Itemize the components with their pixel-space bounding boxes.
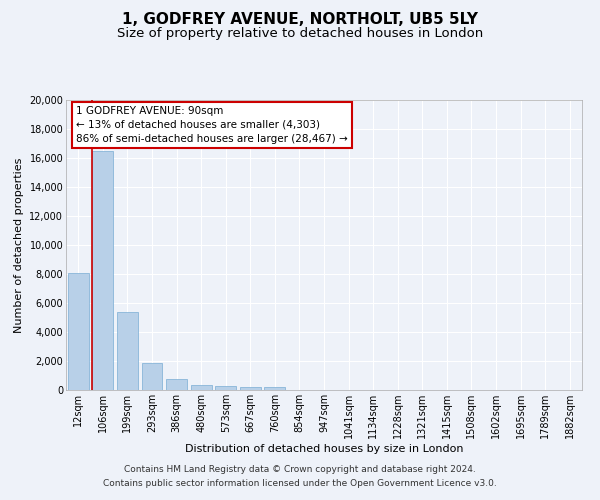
Bar bbox=[265, 387, 286, 390]
X-axis label: Distribution of detached houses by size in London: Distribution of detached houses by size … bbox=[185, 444, 463, 454]
Bar bbox=[92, 151, 113, 390]
Bar bbox=[240, 387, 261, 390]
Text: 1, GODFREY AVENUE, NORTHOLT, UB5 5LY: 1, GODFREY AVENUE, NORTHOLT, UB5 5LY bbox=[122, 12, 478, 28]
Bar bbox=[191, 385, 212, 390]
Bar bbox=[117, 312, 138, 390]
Bar bbox=[142, 363, 163, 390]
Y-axis label: Number of detached properties: Number of detached properties bbox=[14, 158, 24, 332]
Text: 1 GODFREY AVENUE: 90sqm
← 13% of detached houses are smaller (4,303)
86% of semi: 1 GODFREY AVENUE: 90sqm ← 13% of detache… bbox=[76, 106, 348, 144]
Text: Contains HM Land Registry data © Crown copyright and database right 2024.
Contai: Contains HM Land Registry data © Crown c… bbox=[103, 466, 497, 487]
Bar bbox=[215, 386, 236, 390]
Text: Size of property relative to detached houses in London: Size of property relative to detached ho… bbox=[117, 28, 483, 40]
Bar bbox=[68, 272, 89, 390]
Bar bbox=[166, 379, 187, 390]
